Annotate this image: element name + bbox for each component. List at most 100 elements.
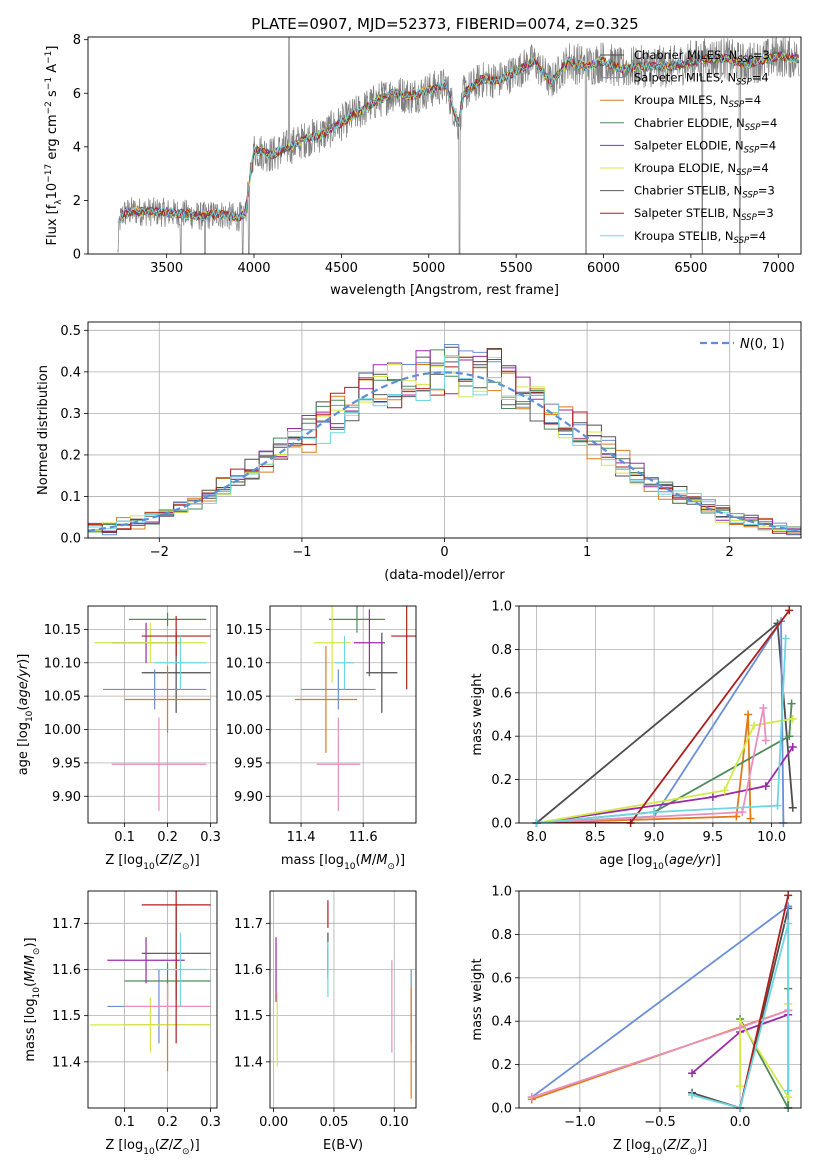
mass_vs_z-ytick-label: 11.7 [52, 917, 81, 932]
weight_vs_age-marker [787, 699, 796, 708]
age_vs_z-ytick-label: 9.90 [52, 790, 81, 805]
weight_vs_age-ytick-label: 0.6 [491, 686, 512, 701]
weight_vs_z-xlabel-part: Z [680, 1138, 691, 1153]
legend-label-main: Chabrier ELODIE, N [634, 116, 745, 130]
spectrum-ylabel-part: s [45, 90, 60, 101]
age_vs_z-xtick-label: 0.3 [200, 830, 221, 845]
legend-label-count: =4 [752, 71, 769, 85]
spectrum-xtick-label: 6000 [587, 261, 620, 276]
spectrum-xlabel: wavelength [Angstrom, rest frame] [330, 283, 559, 298]
weight_vs_age-marker [759, 703, 768, 712]
spectrum-xtick-label: 3500 [150, 261, 183, 276]
legend-label-count: =3 [753, 48, 770, 62]
age_vs_z-ytick-label: 10.00 [44, 723, 81, 738]
weight_vs_z-ytick-label: 0.0 [491, 1102, 512, 1117]
spectrum-ylabel-part: ] [45, 46, 60, 51]
weight_vs_age-xlabel-part: ( [664, 853, 669, 868]
weight_vs_z-xlabel-part: ( [662, 1138, 667, 1153]
age_vs_z-xlabel-part: / [169, 853, 174, 868]
legend-label-salp_stelib: Salpeter STELIB, NSSP=3 [634, 206, 774, 223]
residuals-ytick-label: 0.4 [60, 365, 81, 380]
spectrum-xtick-label: 4500 [325, 261, 358, 276]
mass_vs_z-ylabel-part: ( [23, 982, 38, 987]
panels: 3500 4000 4500 5000 5500 6000 6500 7000 0 2 4 6 8 wav… [16, 33, 802, 1157]
age_vs_z-xtick-label: 0.2 [157, 830, 178, 845]
age_vs_mass-xlabel-part: 10 [344, 862, 356, 872]
spectrum-ytick-label: 6 [73, 87, 81, 102]
residuals-legend-args: (0, 1) [750, 337, 785, 352]
mass_vs_ebv-xtick-label: 0.00 [259, 1115, 288, 1130]
weight_vs_z-xlabel-part: 10 [651, 1147, 663, 1157]
spectrum-frame [87, 36, 802, 255]
residuals-legend: N(0, 1) [700, 337, 785, 352]
residuals-xtick-label: 2 [726, 545, 734, 560]
weight_vs_age-line [536, 714, 752, 823]
legend-label-main: Chabrier MILES, N [634, 48, 737, 62]
age_vs_z-xlabel-part: Z [159, 853, 170, 868]
mass_vs_ebv-panel: 0.00 0.05 0.10 11.4 11.5 11.6 11.7 E(B-V) [234, 890, 417, 1153]
weight_vs_age-marker [708, 792, 717, 801]
weight_vs_age-xtick-label: 8.5 [585, 830, 606, 845]
mass_vs_z-xtick-label: 0.2 [157, 1115, 178, 1130]
age_vs_z-xlabel-part: 10 [143, 862, 155, 872]
legend-label-salp_elodie: Salpeter ELODIE, NSSP=4 [634, 138, 776, 155]
spectrum-ytick-label: 8 [73, 33, 81, 48]
spectrum-ylabel-part: Flux [f [45, 204, 60, 245]
residuals-normal-curve [88, 371, 801, 532]
mass_vs_z-ytick-label: 11.4 [52, 1055, 81, 1070]
weight_vs_age-line [536, 638, 787, 823]
weight_vs_z-ytick-label: 0.8 [491, 928, 512, 943]
weight_vs_age-frame [518, 605, 802, 824]
weight_vs_age-marker [788, 803, 797, 812]
legend-label-subscript: SSP [744, 145, 760, 155]
weight_vs_age-ytick-label: 0.4 [491, 730, 512, 745]
weight_vs_z-xlabel-part: Z [666, 1138, 677, 1153]
mass_vs_z-ylabel-part: M [23, 955, 38, 966]
weight_vs_age-ytick-label: 0.0 [491, 817, 512, 832]
spectrum-ytick-label: 0 [73, 248, 81, 263]
residuals-frame [87, 321, 802, 539]
age_vs_mass-xlabel-part: )] [395, 853, 405, 868]
legend-label-subscript: SSP [729, 100, 745, 110]
legend-label-chab_miles: Chabrier MILES, NSSP=3 [634, 48, 770, 65]
spectrum-model-line-krou_stelib [117, 52, 799, 223]
weight_vs_z-line [691, 908, 790, 1108]
weight_vs_age-ytick-label: 0.2 [491, 773, 512, 788]
mass_vs_ebv-xtick-label: 0.10 [380, 1115, 409, 1130]
residuals-panel: −2 −1 0 1 2 0.0 0.1 0.2 0.3 0.4 0.5 (data-model)/er… [36, 321, 802, 583]
mass_vs_z-xlabel-part: ( [155, 1138, 160, 1153]
weight_vs_age-line [536, 717, 793, 823]
residuals-ytick-label: 0.3 [60, 407, 81, 422]
age_vs_z-ytick-label: 10.10 [44, 656, 81, 671]
spectrum-ylabel-part: λ [54, 199, 64, 205]
weight_vs_age-marker [650, 808, 659, 817]
weight_vs_age-marker [781, 634, 790, 643]
spectrum-ylabel-part: erg cm [45, 114, 60, 163]
mass_vs_ebv-xlabel: E(B-V) [323, 1138, 363, 1153]
weight_vs_z-xtick-label: 0.0 [730, 1115, 751, 1130]
weight_vs_age-marker [761, 736, 770, 745]
age_vs_mass-xlabel: mass [log10(M/M⊙)] [281, 853, 405, 872]
spectrum-xtick-label: 4000 [237, 261, 270, 276]
age_vs_mass-ytick-label: 10.05 [226, 690, 263, 705]
mass_vs_ebv-ytick-label: 11.5 [234, 1009, 263, 1024]
weight_vs_age-ytick-label: 1.0 [491, 600, 512, 615]
weight_vs_z-ytick-label: 0.4 [491, 1015, 512, 1030]
weight_vs_z-marker [784, 1086, 793, 1095]
mass_vs_z-ylabel-part: 10 [32, 987, 42, 999]
mass_vs_z-ytick-label: 11.5 [52, 1009, 81, 1024]
spectrum-xtick-label: 7000 [762, 261, 795, 276]
mass_vs_ebv-ytick-label: 11.6 [234, 963, 263, 978]
mass_vs_z-ytick-label: 11.6 [52, 963, 81, 978]
age_vs_mass-xlabel-part: mass [log [281, 853, 344, 868]
legend-label-main: Salpeter ELODIE, N [634, 138, 744, 152]
age_vs_mass-xtick-label: 11.4 [287, 830, 316, 845]
mass_vs_z-xlabel: Z [log10(Z/Z⊙)] [105, 1138, 199, 1157]
weight_vs_age-marker [785, 606, 794, 615]
weight_vs_z-xlabel: Z [log10(Z/Z⊙)] [613, 1138, 707, 1157]
age_vs_mass-panel: 11.4 11.6 9.90 9.95 10.00 10.05 10.10 10.15 mass… [226, 605, 417, 872]
mass_vs_z-ylabel-part: )] [23, 937, 38, 947]
mass_vs_z-xlabel-part: 10 [143, 1147, 155, 1157]
weight_vs_age-marker [761, 782, 770, 791]
legend-label-count: =3 [757, 206, 774, 220]
